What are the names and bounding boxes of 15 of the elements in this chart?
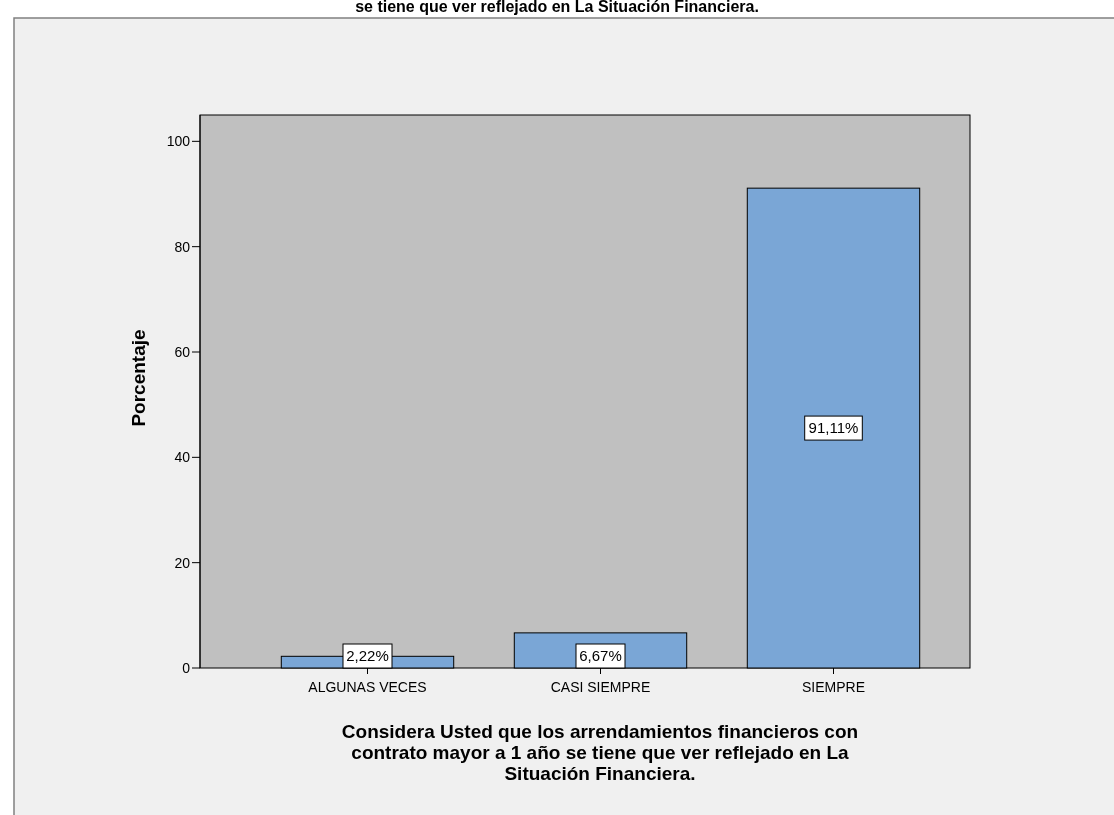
- y-tick-label: 80: [174, 238, 191, 255]
- y-axis-title: Porcentaje: [128, 329, 149, 427]
- data-label: 91,11%: [808, 419, 859, 437]
- y-tick-label: 100: [166, 133, 191, 150]
- x-axis-title: Considera Usted que los arrendamientos financieros con contrato mayor a 1 año se tiene que ver reflejado en La Situación Financiera.: [341, 721, 859, 784]
- y-tick-label: 20: [174, 554, 191, 571]
- chart-title: se tiene que ver reflejado en La Situación Financiera.: [355, 0, 759, 15]
- x-tick-label: ALGUNAS VECES: [308, 679, 427, 695]
- data-label: 6,67%: [579, 647, 622, 664]
- y-tick-label: 0: [182, 660, 191, 676]
- y-tick-label: 40: [174, 449, 191, 466]
- data-label: 2,22%: [346, 647, 389, 664]
- y-tick-label: 60: [174, 344, 191, 360]
- x-tick-label: CASI SIEMPRE: [550, 679, 651, 695]
- x-tick-label: SIEMPRE: [801, 679, 866, 695]
